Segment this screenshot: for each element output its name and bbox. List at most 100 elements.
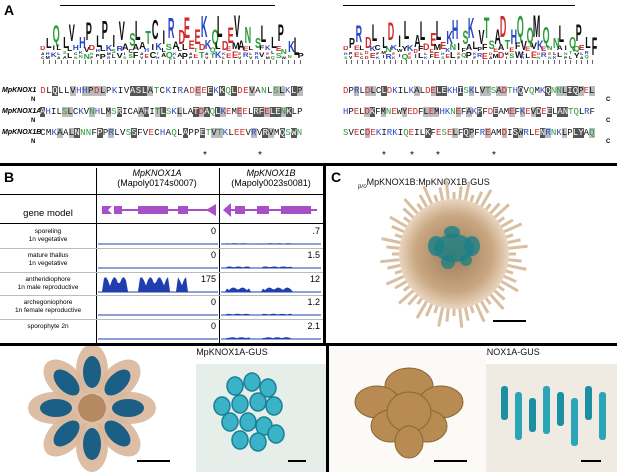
residue: F: [418, 107, 424, 117]
tick: [276, 60, 278, 64]
residue: E: [242, 107, 248, 117]
logo-letter: W: [396, 49, 402, 55]
tick: [564, 60, 566, 64]
logo-letter: L: [46, 35, 53, 52]
residue: H: [76, 86, 82, 96]
residue: D: [535, 107, 542, 117]
residue: A: [129, 86, 136, 96]
logo-letter: K: [392, 55, 396, 60]
logo-letter: A: [498, 41, 505, 52]
residue: C: [154, 128, 160, 138]
residue: R: [253, 107, 259, 117]
residue: W: [518, 128, 524, 138]
logo-letter: F: [514, 41, 520, 52]
residue: A: [165, 128, 172, 138]
logo-column: P: [297, 52, 303, 60]
residue: L: [370, 86, 376, 96]
logo-letter: L: [161, 47, 166, 54]
coverage-plot: [221, 287, 321, 293]
panel-b-letter: B: [4, 169, 15, 185]
residue: E: [441, 86, 447, 96]
residue: V: [268, 128, 274, 138]
residue: E: [436, 128, 442, 138]
residue: V: [83, 107, 90, 117]
divider-a-b: [0, 163, 617, 166]
residue: F: [514, 107, 520, 117]
residue: T: [507, 86, 513, 96]
logo-letter: N: [90, 51, 94, 56]
seq-label: MpKNOX1A: [2, 108, 42, 115]
gus-stain: [53, 369, 80, 396]
logo-letter: H: [510, 23, 518, 49]
residue: E: [353, 107, 360, 117]
seq-left: DLQLLVHHPDLPKIVASLATCKIRADEEEKKQLDEVANLS…: [40, 86, 303, 96]
c-terminus: C: [606, 139, 611, 145]
logo-letter: C: [374, 45, 381, 52]
residue: Q: [545, 86, 551, 96]
logo-letter: M: [380, 49, 386, 55]
residue: A: [255, 86, 261, 96]
logo-letter: L: [403, 17, 410, 46]
logo-letter: S: [123, 55, 127, 60]
logo-letter: S: [62, 50, 67, 56]
col2-gene-id: (Mapoly0023s0081): [231, 178, 311, 188]
logo-letter: T: [504, 38, 511, 53]
residue: L: [56, 107, 62, 117]
residue: L: [100, 107, 106, 117]
logo-letter: E: [408, 51, 412, 56]
residue: L: [290, 86, 297, 96]
logo-letter: I: [52, 45, 55, 53]
residue: P: [468, 128, 475, 138]
tick: [120, 60, 122, 64]
residue: P: [348, 107, 354, 117]
antheridium: [265, 396, 283, 416]
residue: A: [183, 86, 189, 96]
tissue-name: antheridiophore: [25, 275, 71, 283]
divider-b-c: [323, 166, 326, 344]
residue: L: [359, 86, 365, 96]
logo-letter: A: [413, 30, 421, 51]
residue: I: [149, 107, 155, 117]
logo-letter: N: [553, 35, 560, 52]
logo-letter: I: [398, 31, 401, 51]
tick: [186, 60, 188, 64]
logo-letter: L: [172, 55, 176, 60]
logo-letter: V: [139, 55, 143, 60]
tick: [482, 60, 484, 64]
logo-letter: N: [546, 46, 553, 52]
logo-letter: N: [547, 55, 552, 60]
logo-letter: I: [124, 51, 126, 56]
residue: A: [133, 107, 139, 117]
residue: A: [557, 107, 563, 117]
logo-letter: A: [40, 51, 45, 56]
logo-letter: E: [456, 51, 460, 56]
tick: [240, 60, 242, 64]
logo-letter: M: [231, 41, 240, 51]
logo-letter: N: [536, 55, 541, 60]
residue: H: [143, 107, 150, 117]
logo-letter: L: [525, 52, 531, 60]
logo-letter: V: [520, 37, 527, 53]
coverage-plot: [221, 243, 321, 245]
logo-letter: S: [254, 35, 261, 52]
logo-letter: V: [349, 54, 353, 60]
tissue-row-label: sporophyte 2n: [0, 323, 96, 331]
antheridium: [221, 412, 239, 432]
residue: S: [135, 86, 142, 96]
residue: F: [482, 107, 488, 117]
residue: T: [216, 128, 223, 138]
residue: E: [509, 107, 515, 117]
residue: I: [414, 128, 420, 138]
residue: I: [117, 86, 124, 96]
residue: I: [397, 86, 404, 96]
logo-letter: S: [111, 49, 116, 55]
logo-letter: E: [226, 52, 232, 60]
